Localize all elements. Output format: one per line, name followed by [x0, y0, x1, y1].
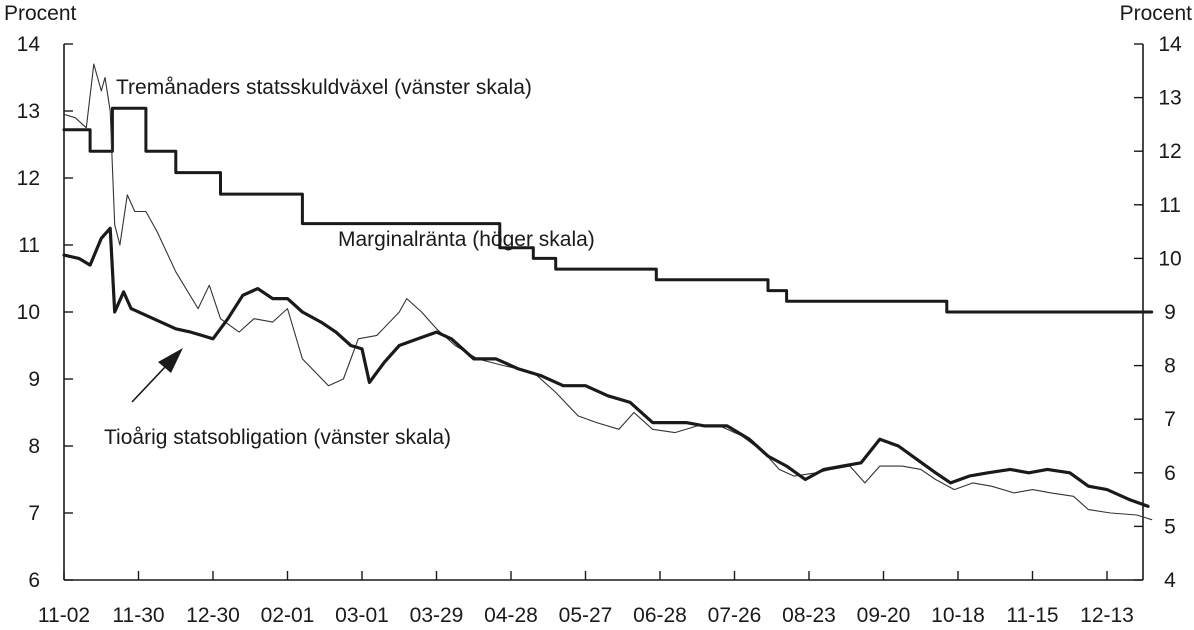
x-tick-label: 02-01 [261, 604, 315, 627]
annotation-marginalranta: Marginalränta (höger skala) [338, 228, 595, 251]
left-tick-label: 8 [28, 435, 40, 458]
left-axis-unit-label: Procent [4, 2, 77, 25]
left-tick-label: 14 [17, 33, 41, 56]
x-tick-label: 04-28 [484, 604, 538, 627]
x-tick-label: 09-20 [857, 604, 911, 627]
x-tick-label: 10-18 [931, 604, 985, 627]
x-tick-label: 12-30 [186, 604, 240, 627]
right-axis-unit-label: Procent [1120, 2, 1193, 25]
x-tick-label: 08-23 [782, 604, 836, 627]
left-tick-label: 11 [18, 234, 40, 257]
left-tick-label: 12 [17, 167, 40, 190]
left-tick-label: 10 [17, 301, 40, 324]
series-line-2 [62, 226, 1150, 508]
annotation-tremanaders: Tremånaders statsskuldväxel (vänster ska… [116, 76, 532, 99]
x-tick-label: 06-28 [633, 604, 687, 627]
left-tick-label: 13 [17, 100, 40, 123]
left-tick-label: 9 [28, 368, 40, 391]
left-tick-label: 6 [28, 569, 40, 592]
x-tick-label: 03-01 [335, 604, 389, 627]
right-tick-label: 5 [1164, 515, 1176, 538]
right-tick-label: 4 [1164, 569, 1176, 592]
x-tick-label: 11-02 [38, 604, 90, 627]
series-line-1 [63, 63, 1153, 521]
right-tick-label: 12 [1158, 140, 1181, 163]
right-tick-label: 9 [1164, 301, 1176, 324]
series-layer [62, 63, 1154, 521]
series-line-0 [62, 106, 1154, 314]
right-tick-label: 7 [1164, 408, 1176, 431]
right-tick-label: 10 [1158, 247, 1181, 270]
x-tick-label: 12-13 [1080, 604, 1134, 627]
left-tick-label: 7 [28, 502, 40, 525]
x-tick-label: 03-29 [410, 604, 464, 627]
x-tick-label: 07-26 [708, 604, 762, 627]
x-tick-label: 05-27 [559, 604, 613, 627]
annotation-arrow [131, 348, 183, 403]
right-tick-label: 6 [1164, 462, 1176, 485]
x-tick-label: 11-15 [1006, 604, 1058, 627]
right-tick-label: 14 [1158, 33, 1182, 56]
ticks-layer: 6 7 8 9 10 11 12 13 14 4 5 6 7 8 9 10 11 12 13 14 11-02 11-30… [17, 33, 1182, 627]
x-tick-label: 11-30 [112, 604, 164, 627]
right-tick-label: 8 [1164, 355, 1176, 378]
annotation-tioarig: Tioårig statsobligation (vänster skala) [104, 426, 451, 449]
right-tick-label: 13 [1158, 87, 1181, 110]
right-tick-label: 11 [1159, 194, 1181, 217]
